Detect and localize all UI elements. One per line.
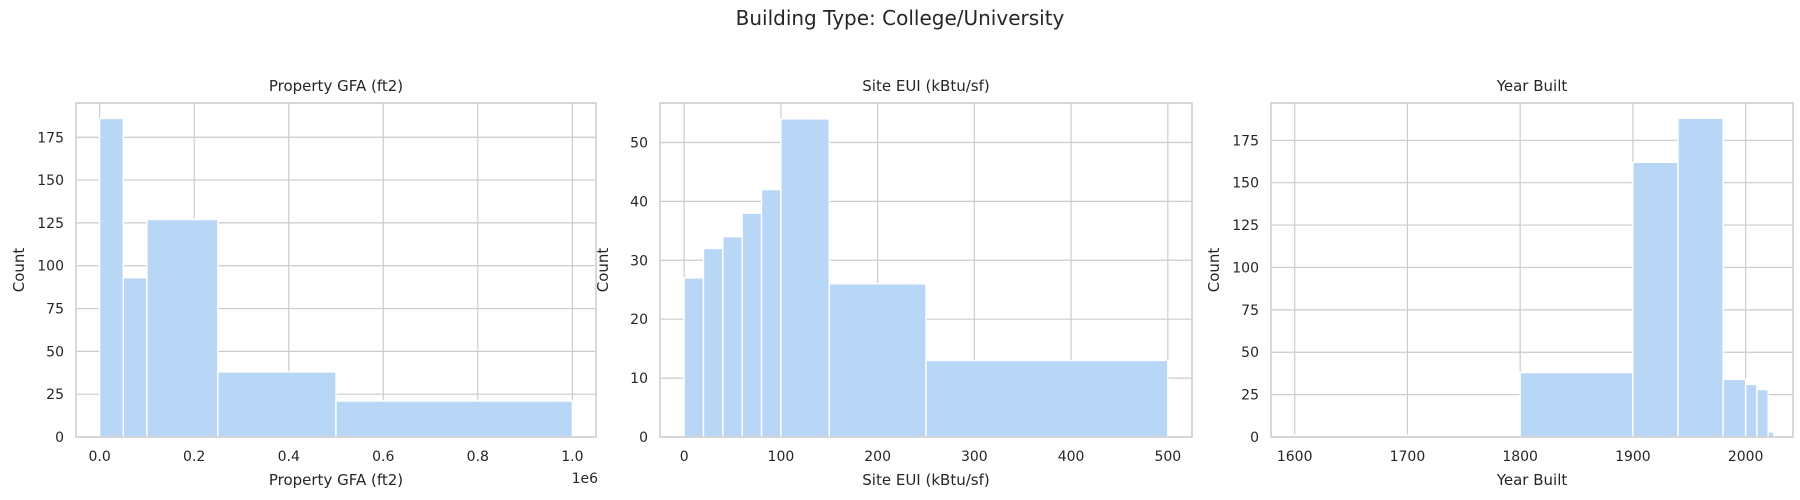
y-tick-label: 25 bbox=[46, 387, 64, 403]
y-tick-label: 40 bbox=[630, 194, 648, 210]
y-tick-label: 30 bbox=[630, 253, 648, 269]
x-tick-label: 500 bbox=[1154, 449, 1181, 465]
y-tick-label: 125 bbox=[37, 216, 64, 232]
x-tick-label: 400 bbox=[1058, 449, 1085, 465]
subplot-3: 1600 1700 1800 1900 2000 0 25 50 75 100 125 150 175 Y… bbox=[1205, 77, 1794, 489]
y-tick-label: 50 bbox=[1241, 345, 1259, 361]
y-tick-label: 100 bbox=[1232, 260, 1259, 276]
x-tick-label: 200 bbox=[864, 449, 891, 465]
y-tick-label: 0 bbox=[1250, 430, 1259, 446]
y-tick-label: 75 bbox=[46, 302, 64, 318]
histogram-bar bbox=[1722, 378, 1747, 438]
y-tick-label: 125 bbox=[1232, 218, 1259, 234]
histogram-bar bbox=[1744, 383, 1758, 438]
x-tick-label: 2000 bbox=[1728, 449, 1764, 465]
histogram-bar bbox=[722, 236, 743, 438]
histogram-bar bbox=[122, 277, 148, 438]
x-axis-label: Site EUI (kBtu/sf) bbox=[862, 471, 989, 489]
y-tick-label: 100 bbox=[37, 259, 64, 275]
x-tick-label: 0.0 bbox=[89, 449, 111, 465]
x-axis-label: Property GFA (ft2) bbox=[269, 471, 403, 489]
y-tick-label: 50 bbox=[46, 344, 64, 360]
histogram-bar bbox=[335, 400, 574, 438]
histogram-bar bbox=[146, 218, 219, 438]
histogram-bar bbox=[683, 277, 705, 438]
histogram-bar bbox=[702, 247, 724, 438]
x-tick-label: 300 bbox=[961, 449, 988, 465]
y-tick-label: 150 bbox=[1232, 176, 1259, 192]
x-tick-label: 0.8 bbox=[467, 449, 489, 465]
x-tick-label: 1.0 bbox=[561, 449, 583, 465]
histogram-bar bbox=[1519, 371, 1634, 438]
y-axis-label: Count bbox=[10, 248, 28, 293]
y-tick-label: 50 bbox=[630, 135, 648, 151]
x-axis-label: Year Built bbox=[1496, 471, 1568, 489]
histogram-bar bbox=[217, 371, 337, 438]
histogram-bar bbox=[1767, 431, 1775, 438]
subplot-2: 0 100 200 300 400 500 0 10 20 30 40 50 Site EUI (kBt… bbox=[594, 77, 1193, 489]
histogram-bar bbox=[1632, 161, 1679, 438]
x-tick-label: 0 bbox=[680, 449, 689, 465]
figure-title: Building Type: College/University bbox=[735, 6, 1065, 30]
y-tick-label: 150 bbox=[37, 173, 64, 189]
x-tick-label: 1900 bbox=[1615, 449, 1651, 465]
histogram-bar bbox=[780, 118, 830, 438]
x-tick-label: 0.6 bbox=[372, 449, 394, 465]
y-tick-label: 175 bbox=[37, 130, 64, 146]
axes-frame bbox=[1270, 102, 1794, 438]
histogram-bar bbox=[1677, 117, 1724, 438]
y-axis-label: Count bbox=[1205, 248, 1223, 293]
histogram-bar bbox=[828, 283, 927, 438]
y-tick-label: 25 bbox=[1241, 388, 1259, 404]
histogram-bar bbox=[98, 117, 124, 438]
subplot-title: Property GFA (ft2) bbox=[269, 77, 403, 95]
y-tick-label: 75 bbox=[1241, 303, 1259, 319]
x-offset-label: 1e6 bbox=[572, 471, 599, 487]
y-tick-label: 0 bbox=[55, 430, 64, 446]
histogram-bar bbox=[760, 188, 782, 438]
subplot-title: Year Built bbox=[1496, 77, 1568, 95]
x-tick-label: 1800 bbox=[1502, 449, 1538, 465]
subplot-1: 0.0 0.2 0.4 0.6 0.8 1.0 0 25 50 75 100 125 150 175 Pro… bbox=[10, 77, 598, 489]
y-tick-label: 0 bbox=[639, 430, 648, 446]
y-tick-label: 20 bbox=[630, 312, 648, 328]
axes-frame bbox=[659, 102, 1193, 438]
histogram-bar bbox=[925, 359, 1169, 438]
subplot-title: Site EUI (kBtu/sf) bbox=[862, 77, 989, 95]
histogram-bar bbox=[1756, 388, 1769, 438]
x-tick-label: 0.4 bbox=[278, 449, 300, 465]
x-tick-label: 1700 bbox=[1390, 449, 1426, 465]
y-tick-label: 10 bbox=[630, 371, 648, 387]
y-tick-label: 175 bbox=[1232, 133, 1259, 149]
x-tick-label: 100 bbox=[768, 449, 795, 465]
axes-frame bbox=[75, 102, 597, 438]
x-tick-label: 1600 bbox=[1277, 449, 1313, 465]
histogram-bar bbox=[741, 212, 763, 438]
x-tick-label: 0.2 bbox=[183, 449, 205, 465]
y-axis-label: Count bbox=[594, 248, 612, 293]
